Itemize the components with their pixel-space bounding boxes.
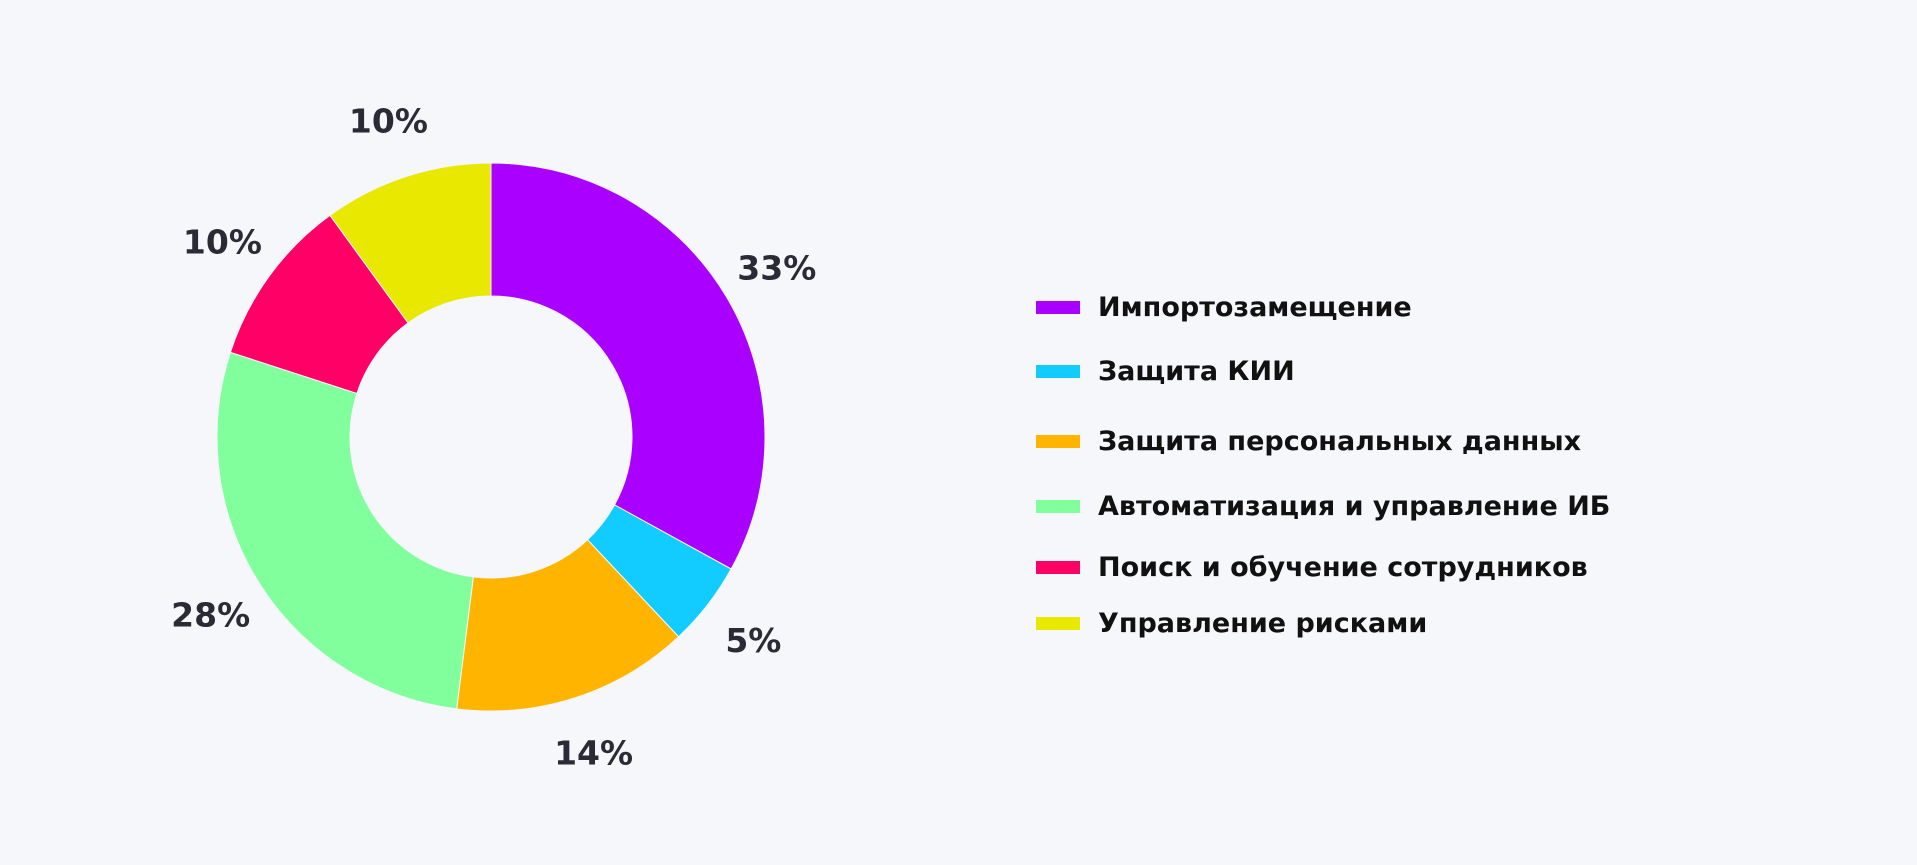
slice-label-3: 14% <box>554 733 633 772</box>
legend-label: Защита КИИ <box>1098 355 1295 387</box>
legend-swatch <box>1036 499 1080 513</box>
legend-swatch <box>1036 364 1080 378</box>
slice-4 <box>216 351 474 710</box>
slice-6 <box>329 162 492 324</box>
legend-swatch <box>1036 434 1080 448</box>
legend-item: Импортозамещение <box>1036 289 1412 325</box>
slice-label-2: 5% <box>725 621 781 660</box>
slice-label-6: 10% <box>349 102 428 141</box>
legend-swatch <box>1036 300 1080 314</box>
legend-swatch <box>1036 616 1080 630</box>
slice-1 <box>490 162 766 570</box>
legend-item: Поиск и обучение сотрудников <box>1036 549 1588 585</box>
legend-label: Импортозамещение <box>1098 291 1412 323</box>
slice-label-4: 28% <box>171 595 250 634</box>
legend-swatch <box>1036 560 1080 574</box>
legend: Импортозамещение Защита КИИ Защита персона… <box>1036 289 1736 649</box>
slice-3 <box>456 539 680 712</box>
slice-label-1: 33% <box>737 248 816 287</box>
slice-label-5: 10% <box>183 222 262 261</box>
legend-item: Защита КИИ <box>1036 353 1295 389</box>
legend-label: Поиск и обучение сотрудников <box>1098 551 1588 583</box>
legend-item: Защита персональных данных <box>1036 423 1581 459</box>
legend-item: Управление рисками <box>1036 605 1427 641</box>
legend-label: Защита персональных данных <box>1098 425 1582 457</box>
legend-item: Автоматизация и управление ИБ <box>1036 488 1610 524</box>
legend-label: Автоматизация и управление ИБ <box>1098 490 1611 522</box>
legend-label: Управление рисками <box>1098 607 1428 639</box>
